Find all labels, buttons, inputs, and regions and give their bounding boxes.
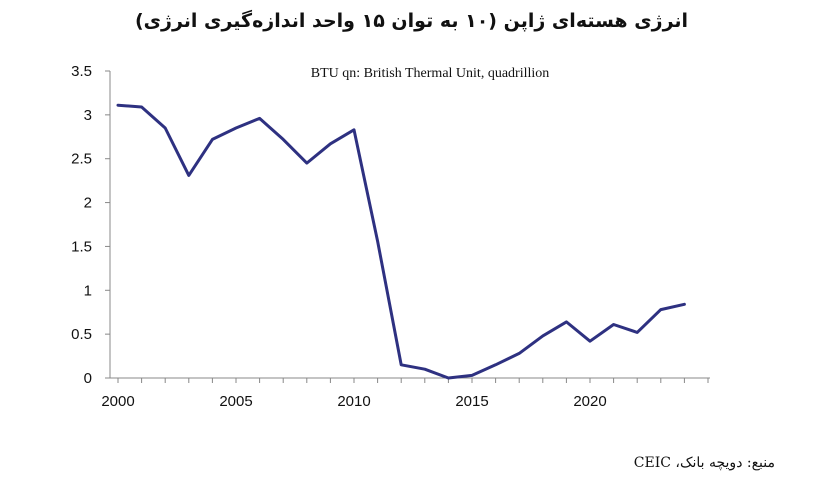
x-tick-label: 2010 xyxy=(337,393,370,410)
y-tick-label: 1.5 xyxy=(71,238,92,255)
x-tick-label: 2005 xyxy=(219,393,252,410)
series-line xyxy=(116,103,686,380)
y-axis: 0 0.5 1 1.5 2 2.5 3 3.5 xyxy=(71,63,111,387)
y-tick-label: 3.5 xyxy=(71,63,92,80)
y-tick-label: 2 xyxy=(84,195,92,212)
series-group xyxy=(116,103,686,380)
y-tick-label: 3 xyxy=(84,107,92,124)
source-note: منبع: دویچه بانک، CEIC xyxy=(633,455,775,471)
y-tick-label: 2.5 xyxy=(71,151,92,168)
y-tick-label: 0 xyxy=(84,370,92,387)
y-tick-label: 1 xyxy=(84,282,92,299)
chart-title: انرژی هسته‌ای ژاپن (۱۰ به توان ۱۵ واحد ا… xyxy=(134,10,689,32)
x-tick-label: 2020 xyxy=(573,393,606,410)
x-axis: 2000 2005 2010 2015 2020 xyxy=(101,377,710,410)
y-tick-label: 0.5 xyxy=(71,326,92,343)
chart-subtitle: BTU qn: British Thermal Unit, quadrillio… xyxy=(311,66,550,81)
x-tick-label: 2000 xyxy=(101,393,134,410)
x-tick-label: 2015 xyxy=(455,393,488,410)
